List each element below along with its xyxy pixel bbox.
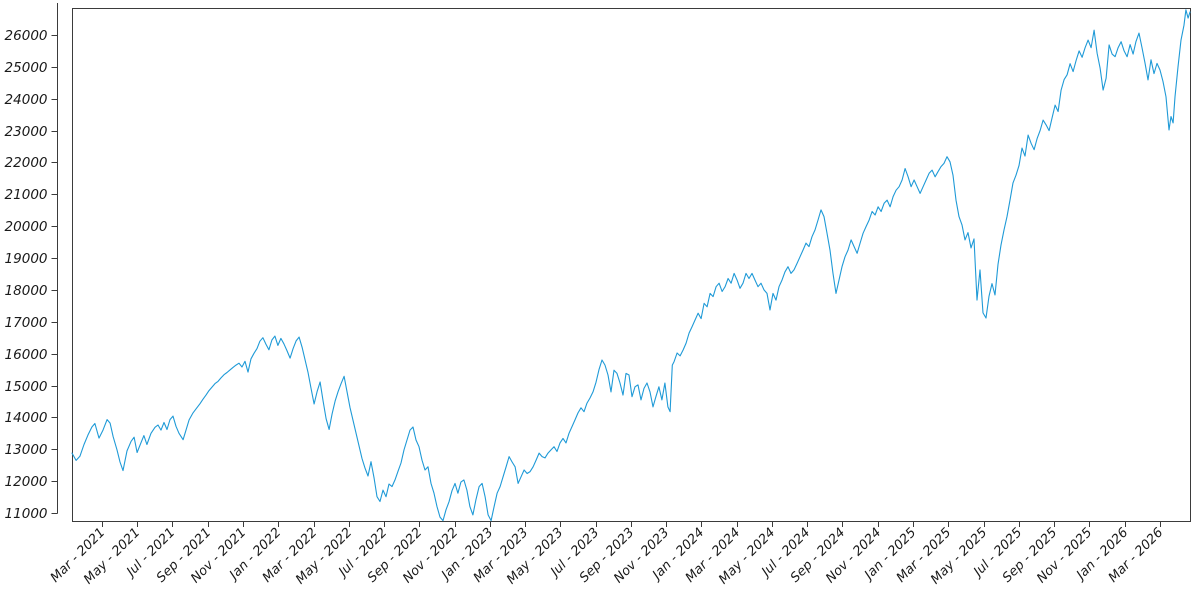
y-tick-label: 26000 [5,28,48,44]
y-tick-label: 16000 [5,347,48,363]
y-tick-label: 20000 [5,219,48,235]
y-tick-label: 19000 [5,251,48,267]
y-tick-label: 22000 [5,155,48,171]
y-tick-label: 12000 [5,474,48,490]
y-tick-label: 23000 [5,124,48,140]
series-line [71,9,1191,522]
y-tick-label: 13000 [5,442,48,458]
y-tick-label: 18000 [5,283,48,299]
y-tick-label: 17000 [5,315,48,331]
plot-border [72,8,1191,522]
y-tick-label: 11000 [5,506,48,522]
y-tick-label: 15000 [5,379,48,395]
y-axis: 11000 12000 13000 14000 15000 16000 17000 18000… [5,3,58,522]
y-tick-label: 24000 [5,92,48,108]
y-tick-label: 21000 [5,187,48,203]
y-tick-label: 14000 [5,410,48,426]
y-tick-label: 25000 [5,60,48,76]
